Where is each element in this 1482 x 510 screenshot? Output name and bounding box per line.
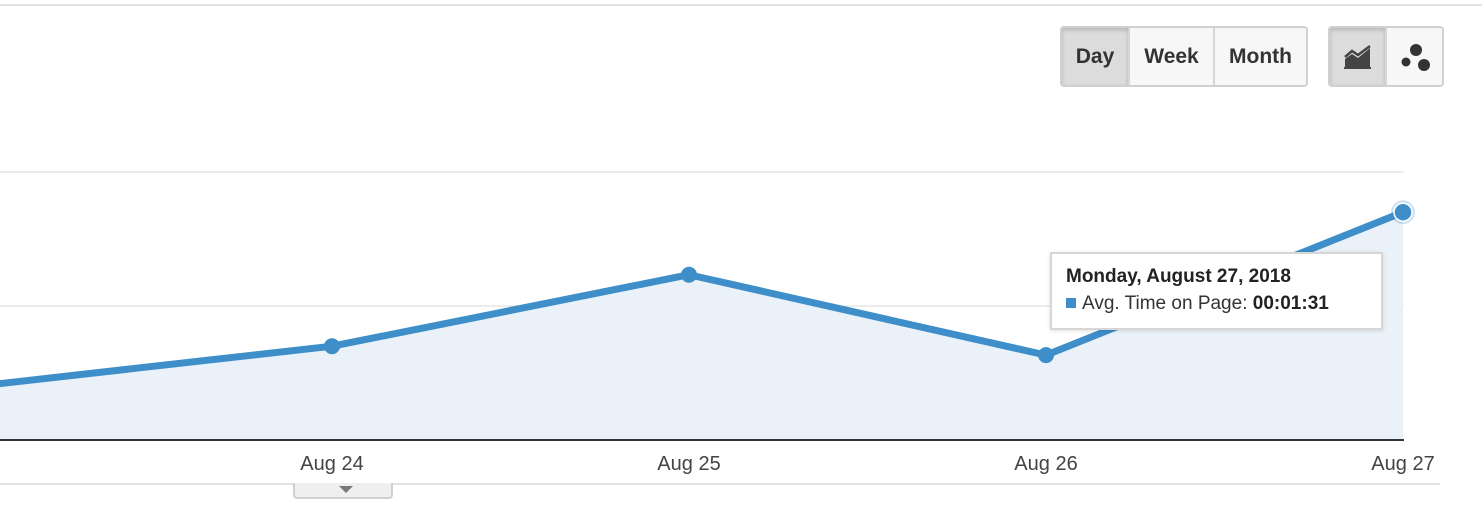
data-point[interactable] [681, 266, 697, 283]
week-button[interactable]: Week [1130, 28, 1215, 85]
tooltip-row: Avg. Time on Page: 00:01:31 [1066, 290, 1381, 318]
period-toggle: Day Week Month [1060, 26, 1308, 87]
expand-drawer-button[interactable] [293, 483, 393, 499]
motion-chart-icon [1398, 42, 1432, 72]
line-chart-button[interactable] [1330, 28, 1387, 85]
chevron-down-icon [339, 486, 353, 493]
x-tick-label: Aug 27 [1371, 453, 1434, 475]
series-swatch-icon [1066, 298, 1076, 308]
series-area [0, 212, 1403, 440]
tooltip-metric-label: Avg. Time on Page: [1082, 293, 1248, 314]
data-point[interactable] [324, 338, 340, 355]
data-point[interactable] [1393, 202, 1413, 222]
x-tick-label: Aug 26 [1014, 453, 1077, 475]
data-tooltip: Monday, August 27, 2018 Avg. Time on Pag… [1050, 252, 1383, 330]
line-chart-icon [1343, 44, 1373, 69]
bottom-divider [0, 483, 1440, 485]
top-divider [0, 4, 1482, 6]
day-button[interactable]: Day [1062, 28, 1130, 85]
month-button[interactable]: Month [1215, 28, 1306, 85]
motion-chart-button[interactable] [1387, 28, 1442, 85]
tooltip-value: 00:01:31 [1252, 293, 1329, 314]
data-point[interactable] [1038, 347, 1054, 364]
x-tick-label: Aug 24 [300, 453, 363, 475]
chart-type-toggle [1328, 26, 1444, 87]
x-tick-label: Aug 25 [657, 453, 720, 475]
tooltip-title: Monday, August 27, 2018 [1066, 266, 1291, 287]
